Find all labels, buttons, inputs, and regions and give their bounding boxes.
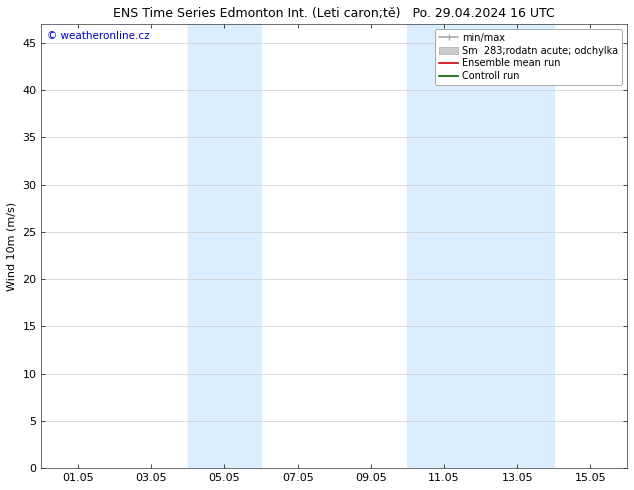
- Bar: [481, 24, 554, 468]
- Text: © weatheronline.cz: © weatheronline.cz: [48, 30, 150, 41]
- Y-axis label: Wind 10m (m/s): Wind 10m (m/s): [7, 201, 17, 291]
- Legend: min/max, Sm  283;rodatn acute; odchylka, Ensemble mean run, Controll run: min/max, Sm 283;rodatn acute; odchylka, …: [435, 29, 622, 85]
- Bar: [188, 24, 261, 468]
- Bar: [408, 24, 481, 468]
- Title: ENS Time Series Edmonton Int. (Leti caron;tě)   Po. 29.04.2024 16 UTC: ENS Time Series Edmonton Int. (Leti caro…: [113, 7, 555, 20]
